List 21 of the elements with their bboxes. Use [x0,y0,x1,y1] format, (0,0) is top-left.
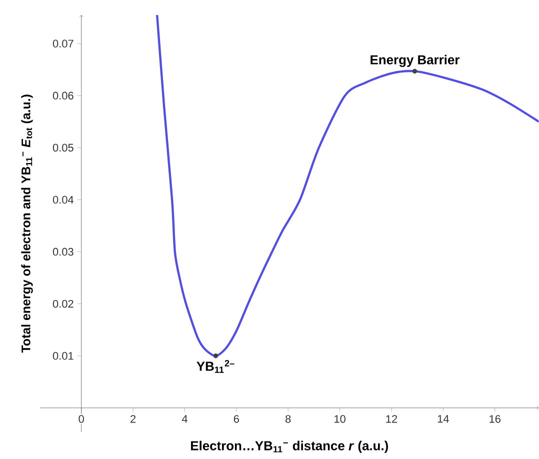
y-tick-label: 0.01 [52,352,74,360]
x-tick-label: 10 [334,415,346,423]
x-tick-label: 14 [438,415,449,423]
x-tick-label: 12 [386,415,398,423]
x-tick-label: 4 [182,415,188,423]
y-tick-label: 0.05 [52,144,74,152]
line-series [156,15,539,358]
y-axis-title: Total energy of electron and YB$_{11}$$^{−}$ E$_{tot}$ (a.u.) [21,94,33,353]
annotation: Energy Barrier [370,54,460,68]
y-tick-label: 0.06 [52,92,74,100]
y-tick-label: 0.03 [52,248,74,256]
x-tick-label: 2 [130,415,136,423]
x-axis-title: Electron…YB$_{11}$$^{−}$ distance r (a.u.) [191,440,388,453]
y-tick-label: 0.04 [52,196,74,204]
y-tick-label: 0.07 [52,40,74,48]
x-tick-label: 0 [78,415,84,423]
y-tick-label: 0.02 [52,300,74,308]
x-tick-label: 8 [286,415,291,423]
x-tick-label: 16 [490,415,500,423]
x-tick-label: 6 [234,415,239,423]
annotation: YB$_{11}$2– [196,360,234,373]
